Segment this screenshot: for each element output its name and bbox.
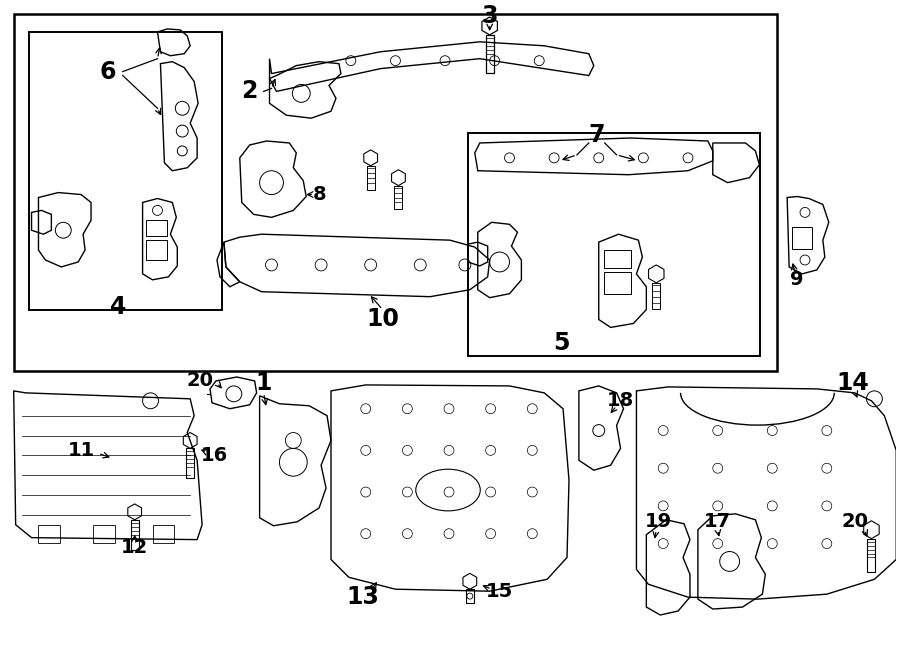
Bar <box>868 539 876 572</box>
Bar <box>29 32 222 309</box>
Bar <box>152 525 175 543</box>
Text: 18: 18 <box>607 391 634 410</box>
Bar <box>14 14 778 371</box>
Text: 14: 14 <box>836 371 869 395</box>
Bar <box>468 133 760 356</box>
Text: 5: 5 <box>553 331 570 355</box>
Bar <box>394 186 402 210</box>
Text: 11: 11 <box>68 441 94 460</box>
Text: 12: 12 <box>121 538 148 557</box>
Bar <box>146 240 167 260</box>
Bar <box>366 166 374 190</box>
Bar <box>604 272 632 293</box>
Text: 4: 4 <box>110 295 126 319</box>
Text: 7: 7 <box>589 123 605 147</box>
Text: 13: 13 <box>346 585 379 609</box>
Bar <box>604 250 632 268</box>
Bar <box>792 227 812 249</box>
Text: 19: 19 <box>644 512 671 531</box>
Text: 2: 2 <box>241 79 258 103</box>
Text: 9: 9 <box>790 270 804 290</box>
Text: 17: 17 <box>704 512 732 531</box>
Text: 8: 8 <box>312 185 326 204</box>
Text: 20: 20 <box>186 371 213 391</box>
Bar <box>130 520 139 549</box>
Text: 20: 20 <box>842 512 868 531</box>
Bar <box>652 283 661 309</box>
Bar <box>93 525 115 543</box>
Bar <box>39 525 60 543</box>
Text: 1: 1 <box>256 371 272 395</box>
Bar <box>486 35 493 73</box>
Text: 15: 15 <box>486 582 513 601</box>
Bar <box>466 589 473 603</box>
Text: 6: 6 <box>100 59 116 83</box>
Text: 10: 10 <box>366 307 399 331</box>
Bar <box>186 448 194 478</box>
Text: 16: 16 <box>201 446 228 465</box>
Text: 3: 3 <box>482 4 498 28</box>
Bar <box>146 220 167 236</box>
